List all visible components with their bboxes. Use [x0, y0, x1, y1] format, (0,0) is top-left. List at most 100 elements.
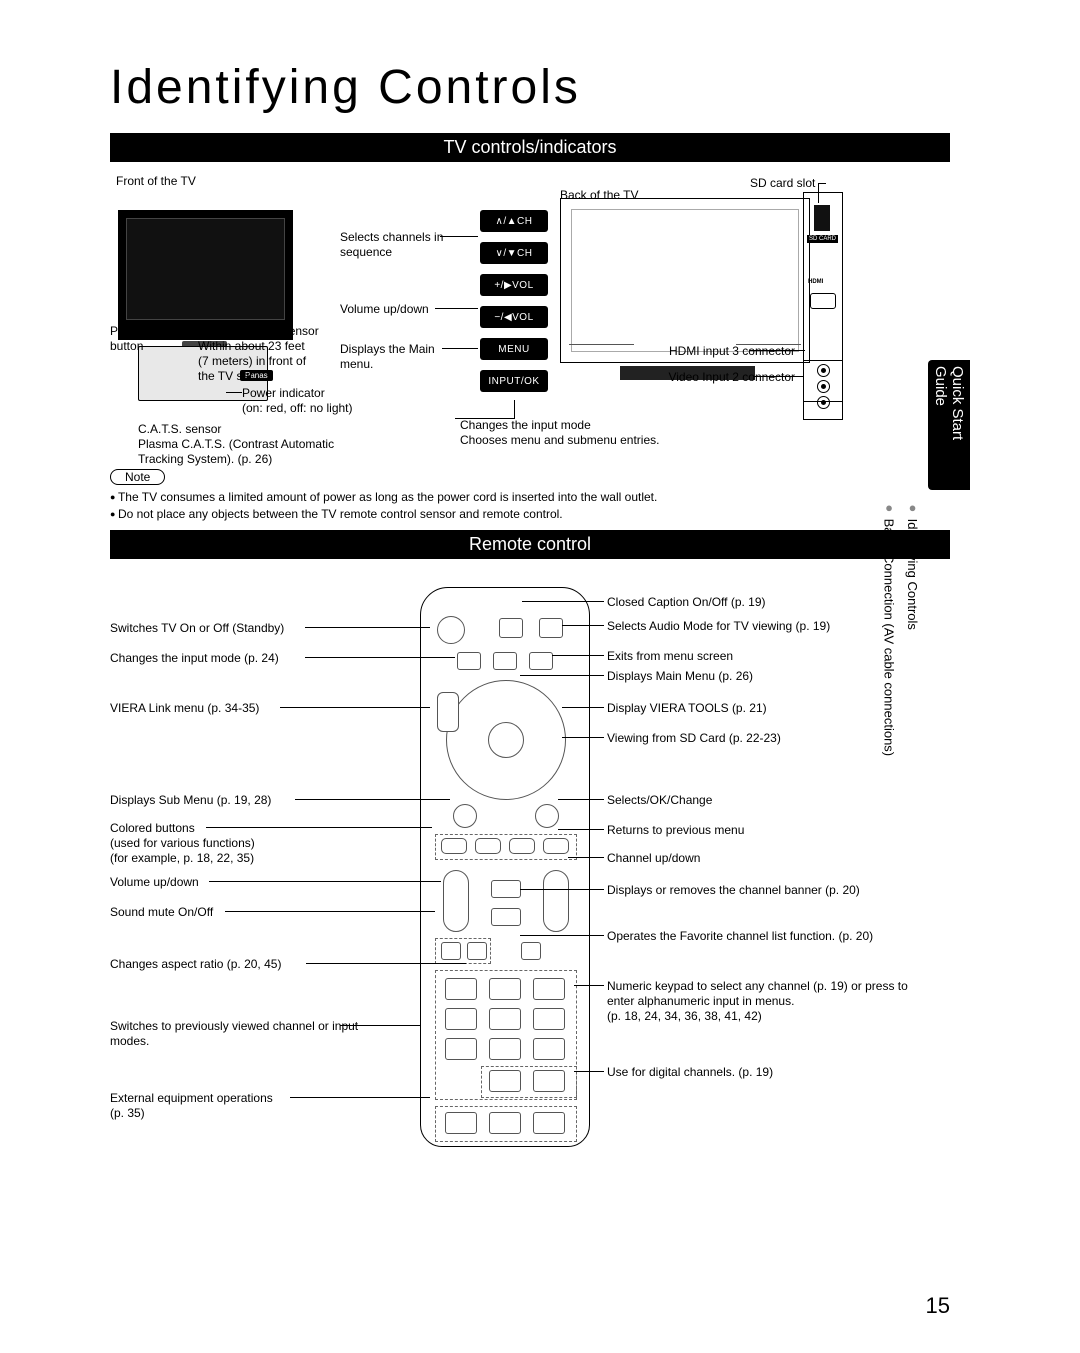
remote-power-button[interactable]	[437, 616, 465, 644]
side-tab-text: ● Identifying Controls ● Basic Connectio…	[877, 500, 924, 860]
remote-volume-rocker[interactable]	[443, 870, 469, 932]
vol-down-button[interactable]: −/◀VOL	[480, 306, 548, 328]
cats-label: C.A.T.S. sensor Plasma C.A.T.S. (Contras…	[138, 422, 408, 467]
displays-main-label: Displays the Main menu.	[340, 342, 450, 372]
menu-button[interactable]: MENU	[480, 338, 548, 360]
page-title: Identifying Controls	[110, 60, 950, 115]
sd-slot-icon	[814, 205, 830, 231]
ok-callout: Selects/OK/Change	[607, 793, 907, 808]
remote-submenu-button[interactable]	[453, 804, 477, 828]
changes-input-label: Changes the input mode Chooses menu and …	[460, 418, 720, 448]
hdmi-port-icon	[810, 293, 836, 309]
remote-key-8[interactable]	[489, 1038, 521, 1060]
ch-down-button[interactable]: ∨/▼CH	[480, 242, 548, 264]
side-tab-line2: Basic Connection (AV cable connections)	[882, 519, 897, 757]
video2-label: Video Input 2 connector	[615, 370, 795, 385]
tv-section: Front of the TV Back of the TV SD card s…	[110, 170, 950, 530]
remote-ext-3[interactable]	[533, 1112, 565, 1134]
external-callout: External equipment operations (p. 35)	[110, 1091, 410, 1121]
numeric-callout: Numeric keypad to select any channel (p.…	[607, 979, 927, 1024]
remote-key-9[interactable]	[533, 1038, 565, 1060]
remote-aspect-button[interactable]	[467, 942, 487, 960]
remote-key-0[interactable]	[489, 1070, 521, 1092]
favorite-callout: Operates the Favorite channel list funct…	[607, 929, 907, 944]
audio-r-jack-icon	[817, 396, 830, 409]
input-ok-button[interactable]: INPUT/OK	[480, 370, 548, 392]
remote-color-2[interactable]	[475, 838, 501, 854]
side-tab-line1: Identifying Controls	[905, 519, 920, 630]
aspect-callout: Changes aspect ratio (p. 20, 45)	[110, 957, 410, 972]
remote-key-1[interactable]	[445, 978, 477, 1000]
remote-mute-button[interactable]	[441, 942, 461, 960]
remote-icon	[420, 587, 590, 1147]
remote-color-3[interactable]	[509, 838, 535, 854]
sd-card-text: SD CARD	[807, 235, 838, 243]
video-jack-icon	[817, 364, 830, 377]
power-callout: Switches TV On or Off (Standby)	[110, 621, 410, 636]
remote-channel-rocker[interactable]	[543, 870, 569, 932]
remote-menu-button[interactable]	[493, 652, 517, 670]
sdcard-callout: Viewing from SD Card (p. 22-23)	[607, 731, 907, 746]
ch-up-button[interactable]: ∧/▲CH	[480, 210, 548, 232]
note-pill: Note	[110, 469, 165, 485]
return-callout: Returns to previous menu	[607, 823, 907, 838]
remote-key-3[interactable]	[533, 978, 565, 1000]
remote-key-5[interactable]	[489, 1008, 521, 1030]
note-line-1: The TV consumes a limited amount of powe…	[110, 489, 657, 506]
remote-input-button[interactable]	[457, 652, 481, 670]
remote-key-6[interactable]	[533, 1008, 565, 1030]
selects-channels-label: Selects channels in sequence	[340, 230, 450, 260]
power-indicator-label: Power indicator (on: red, off: no light)	[242, 386, 402, 416]
remote-color-4[interactable]	[543, 838, 569, 854]
side-tab: Quick Start Guide ● Identifying Controls…	[880, 360, 970, 880]
power-button-label: POWER button	[110, 324, 170, 354]
audio-l-jack-icon	[817, 380, 830, 393]
remote-cc-button[interactable]	[499, 618, 523, 638]
remote-ext-2[interactable]	[489, 1112, 521, 1134]
tv-front-icon	[118, 210, 293, 340]
remote-ext-1[interactable]	[445, 1112, 477, 1134]
tv-back-icon	[560, 198, 810, 363]
hdmi3-label: HDMI input 3 connector	[615, 344, 795, 359]
remote-vieralink-button[interactable]	[437, 692, 459, 732]
mainmenu-callout: Displays Main Menu (p. 26)	[607, 669, 907, 684]
tv-band: TV controls/indicators	[110, 133, 950, 162]
cc-callout: Closed Caption On/Off (p. 19)	[607, 595, 907, 610]
remote-key-2[interactable]	[489, 978, 521, 1000]
remote-prev-button[interactable]	[521, 942, 541, 960]
mute-callout: Sound mute On/Off	[110, 905, 410, 920]
vol-up-button[interactable]: +/▶VOL	[480, 274, 548, 296]
remote-exit-button[interactable]	[529, 652, 553, 670]
sd-slot-label: SD card slot	[750, 176, 815, 191]
side-tab-black: Quick Start Guide	[928, 360, 970, 490]
remote-band: Remote control	[110, 530, 950, 559]
exit-callout: Exits from menu screen	[607, 649, 907, 664]
tv-button-column: ∧/▲CH ∨/▼CH +/▶VOL −/◀VOL MENU INPUT/OK	[480, 210, 550, 402]
volume-callout: Volume up/down	[110, 875, 410, 890]
remote-favorite-button[interactable]	[491, 908, 521, 926]
remote-color-1[interactable]	[441, 838, 467, 854]
remote-return-button[interactable]	[535, 804, 559, 828]
remote-key-4[interactable]	[445, 1008, 477, 1030]
remote-ok-button[interactable]	[488, 722, 524, 758]
volume-label: Volume up/down	[340, 302, 450, 317]
remote-sensor-label: Remote control sensor Within about 23 fe…	[198, 324, 358, 384]
remote-banner-button[interactable]	[491, 880, 521, 898]
submenu-callout: Displays Sub Menu (p. 19, 28)	[110, 793, 410, 808]
page-number: 15	[926, 1293, 950, 1319]
remote-key-7[interactable]	[445, 1038, 477, 1060]
hdmi-text: HDMI	[808, 279, 823, 285]
av-in-panel	[803, 360, 843, 420]
remote-sap-button[interactable]	[539, 618, 563, 638]
front-of-tv-label: Front of the TV	[116, 174, 196, 189]
remote-key-dash[interactable]	[533, 1070, 565, 1092]
input-callout: Changes the input mode (p. 24)	[110, 651, 410, 666]
prev-callout: Switches to previously viewed channel or…	[110, 1019, 400, 1049]
note-line-2: Do not place any objects between the TV …	[110, 506, 657, 523]
vieralink-callout: VIERA Link menu (p. 34-35)	[110, 701, 410, 716]
banner-callout: Displays or removes the channel banner (…	[607, 883, 907, 898]
vieratools-callout: Display VIERA TOOLS (p. 21)	[607, 701, 907, 716]
dash-callout: Use for digital channels. (p. 19)	[607, 1065, 907, 1080]
chupdown-callout: Channel up/down	[607, 851, 907, 866]
remote-section: Switches TV On or Off (Standby) Changes …	[110, 567, 950, 1167]
